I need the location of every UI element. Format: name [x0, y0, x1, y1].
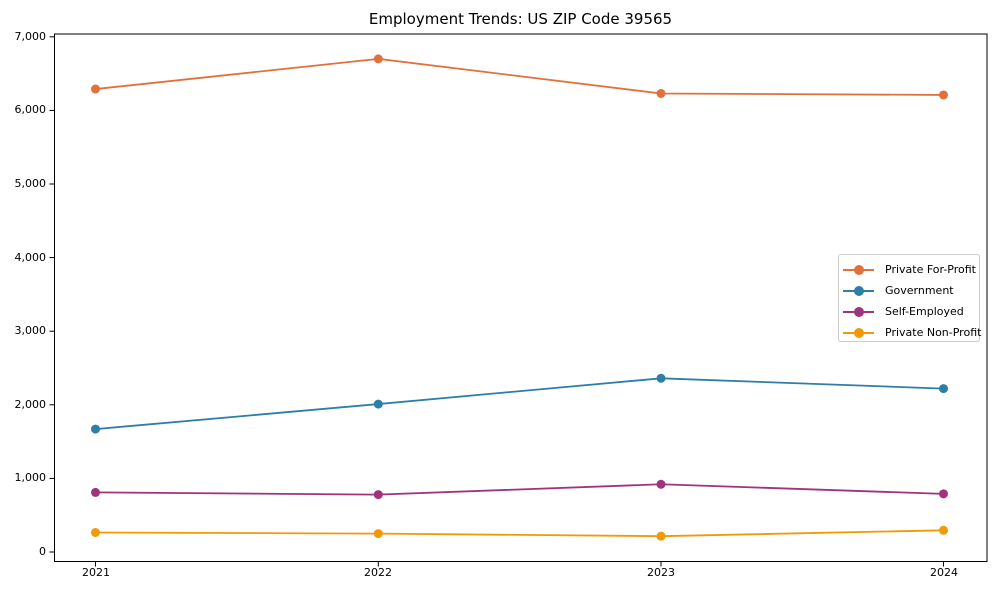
chart-title: Employment Trends: US ZIP Code 39565	[368, 10, 673, 28]
data-point	[91, 487, 100, 497]
y-tick-label: 0	[39, 545, 46, 558]
data-point	[91, 84, 100, 94]
legend-label: Self-Employed	[885, 305, 964, 318]
data-point	[373, 399, 383, 409]
legend-line-marker-icon	[843, 306, 874, 317]
legend-item: Private Non-Profit	[839, 322, 982, 343]
data-point	[91, 527, 100, 537]
series-line	[95, 483, 944, 496]
legend-label: Private Non-Profit	[885, 326, 982, 339]
series-line	[95, 377, 944, 430]
legend-line-marker-icon	[843, 264, 874, 275]
data-point	[656, 88, 666, 98]
axes-box	[54, 33, 988, 562]
data-point	[373, 54, 383, 64]
data-point	[939, 90, 948, 100]
series-line	[95, 529, 944, 538]
x-tick-label: 2023	[647, 566, 675, 579]
y-tick-label: 2,000	[14, 398, 47, 411]
legend-label: Private For-Profit	[885, 263, 976, 276]
data-point	[656, 479, 666, 489]
series-line	[95, 57, 944, 96]
legend-item: Self-Employed	[839, 301, 979, 322]
data-point	[656, 531, 666, 541]
y-tick-label: 6,000	[14, 103, 47, 116]
data-point	[91, 424, 100, 434]
legend-line-marker-icon	[843, 327, 874, 338]
y-tick-label: 1,000	[14, 471, 47, 484]
legend: Private For-Profit Government Self-Emplo…	[838, 254, 982, 343]
data-point	[373, 529, 383, 539]
legend-line-marker-icon	[843, 285, 874, 296]
legend-label: Government	[885, 284, 954, 297]
data-point	[939, 489, 948, 499]
y-tick-label: 3,000	[14, 324, 47, 337]
x-tick-label: 2024	[930, 566, 958, 579]
y-tick-label: 5,000	[14, 177, 47, 190]
data-point	[373, 490, 383, 500]
x-tick-label: 2021	[82, 566, 110, 579]
data-point	[656, 373, 666, 383]
data-point	[939, 525, 948, 535]
legend-item: Private For-Profit	[839, 259, 979, 280]
x-tick-label: 2022	[364, 566, 392, 579]
y-tick-label: 4,000	[14, 251, 47, 264]
data-point	[939, 384, 948, 394]
y-tick-label: 7,000	[14, 30, 47, 43]
legend-item: Government	[839, 280, 979, 301]
